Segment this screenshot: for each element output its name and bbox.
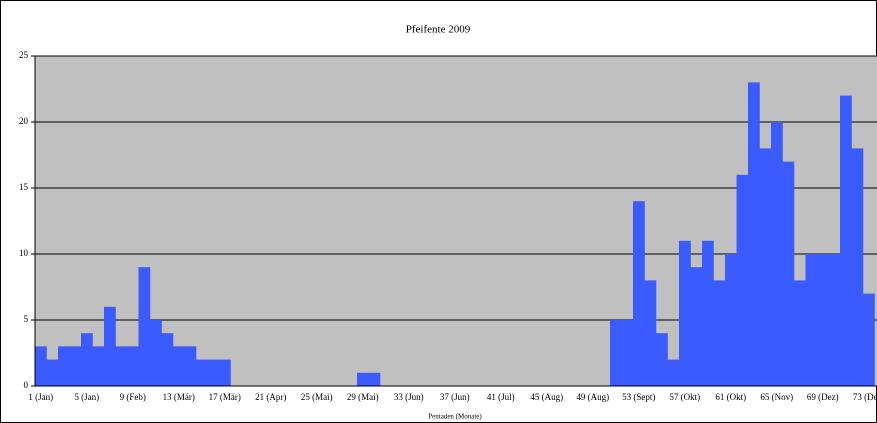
bar [150,320,162,386]
x-tick-label: 37 (Jun) [440,392,470,402]
bar [748,82,760,387]
bar [828,254,841,386]
x-tick-label: 65 (Nov) [760,392,793,402]
bar [92,346,105,386]
bar [863,293,875,386]
bar [46,359,59,386]
bar [368,372,381,386]
x-tick-label: 45 (Aug) [530,392,563,402]
x-tick-label: 53 (Sept) [622,392,655,402]
bar [357,372,369,386]
y-tick-label: 15 [19,182,29,192]
y-tick-label: 5 [24,314,29,324]
bar [771,122,783,386]
bar [161,333,174,386]
x-tick-label: 9 (Feb) [120,392,146,402]
bar [219,359,231,386]
bar [782,161,795,386]
y-tick-label: 25 [19,50,29,60]
x-tick-label: 33 (Jun) [394,392,424,402]
bar [184,346,197,386]
bar [207,359,220,386]
x-tick-label: 25 (Mai) [301,392,333,402]
x-tick-label: 21 (Apr) [255,392,286,402]
bar [713,280,726,386]
x-tick-label: 57 (Okt) [669,392,700,402]
bar [633,201,645,386]
bar [173,346,185,386]
x-axis-label: Pentaden (Monate) [428,413,482,421]
bar [690,267,703,386]
bar [196,359,208,386]
y-tick-label: 20 [19,116,29,126]
bar [58,346,70,386]
bar [851,148,864,386]
bar [759,148,772,386]
bar [667,359,680,386]
bar [644,280,657,386]
bar [679,240,691,386]
bar [736,174,749,386]
x-tick-label: 73 (Dez) [853,392,877,402]
bar [702,240,714,386]
bar [817,254,829,386]
bar [805,254,818,386]
x-tick-label: 61 (Okt) [715,392,746,402]
bar [35,346,47,386]
x-tick-label: 1 (Jan) [28,392,53,402]
bar [610,320,622,386]
bar [621,320,634,386]
bar [725,254,737,386]
x-tick-label: 17 (Mär) [209,392,241,402]
chart-title: Pfeifente 2009 [406,24,471,36]
bar [127,346,139,386]
x-tick-label: 69 (Dez) [807,392,839,402]
bar [104,306,116,386]
bar [69,346,82,386]
y-tick-label: 0 [24,380,29,390]
x-tick-label: 29 (Mai) [347,392,379,402]
bar [115,346,128,386]
y-tick-label: 10 [19,248,29,258]
bar [138,267,151,386]
bar [656,333,668,386]
x-tick-label: 49 (Aug) [576,392,609,402]
x-tick-label: 41 (Jul) [487,392,515,402]
x-tick-label: 13 (Mär) [163,392,195,402]
bar [840,95,852,386]
bar [81,333,93,386]
bar [794,280,806,386]
x-tick-label: 5 (Jan) [74,392,99,402]
